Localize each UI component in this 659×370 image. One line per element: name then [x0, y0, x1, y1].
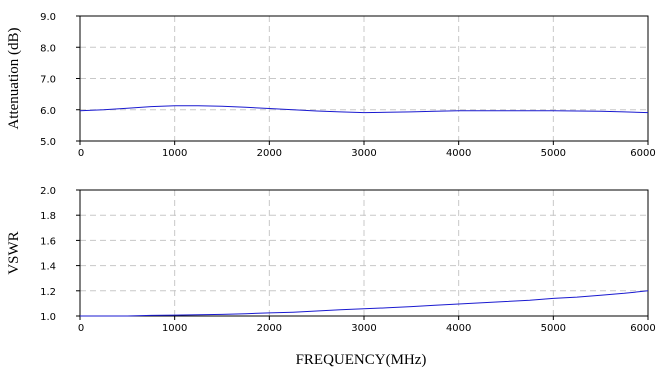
attenuation-x-tick-label-0: 0 [78, 148, 84, 159]
vswr-x-axis-title: FREQUENCY(MHz) [296, 352, 427, 368]
vswr-y-tick-label-3: 1.6 [40, 236, 56, 247]
attenuation-y-tick-label-2: 7.0 [40, 75, 56, 86]
attenuation-y-tick-label-1: 6.0 [40, 106, 56, 117]
vswr-x-tick-label-1: 1000 [162, 323, 187, 334]
vswr-x-tick-label-5: 5000 [541, 323, 566, 334]
attenuation-x-tick-label-5: 5000 [541, 148, 566, 159]
attenuation-x-tick-label-2: 2000 [257, 148, 282, 159]
vswr-x-tick-label-2: 2000 [257, 323, 282, 334]
vswr-x-tick-label-0: 0 [78, 323, 84, 334]
attenuation-x-tick-label-1: 1000 [162, 148, 187, 159]
vswr-x-tick-label-3: 3000 [351, 323, 376, 334]
vswr-y-tick-label-2: 1.4 [40, 262, 56, 273]
attenuation-x-tick-label-3: 3000 [351, 148, 376, 159]
vswr-y-axis-title: VSWR [6, 231, 22, 274]
attenuation-x-tick-label-6: 6000 [630, 148, 655, 159]
vswr-y-tick-label-1: 1.2 [40, 287, 56, 298]
vswr-y-tick-label-5: 2.0 [40, 186, 56, 197]
attenuation-y-tick-label-3: 8.0 [40, 43, 56, 54]
vswr-y-tick-label-0: 1.0 [40, 312, 56, 323]
vswr-x-tick-label-4: 4000 [446, 323, 471, 334]
attenuation-chart: 0 1000 2000 3000 4000 5000 6000 5.0 6.0 7.0 8.0 9.0… [6, 12, 656, 159]
attenuation-y-tick-label-0: 5.0 [40, 137, 56, 148]
vswr-series-line-0 [80, 290, 649, 317]
vswr-x-tick-label-6: 6000 [630, 323, 655, 334]
vswr-chart: 0 1000 2000 3000 4000 5000 6000 1.0 1.2 1.4 1.6 1.8… [6, 186, 656, 368]
attenuation-y-axis-title: Attenuation (dB) [6, 27, 22, 129]
attenuation-series-line-0 [79, 105, 649, 114]
attenuation-y-tick-label-4: 9.0 [40, 12, 56, 23]
vswr-y-tick-label-4: 1.8 [40, 211, 56, 222]
attenuation-x-tick-label-4: 4000 [446, 148, 471, 159]
